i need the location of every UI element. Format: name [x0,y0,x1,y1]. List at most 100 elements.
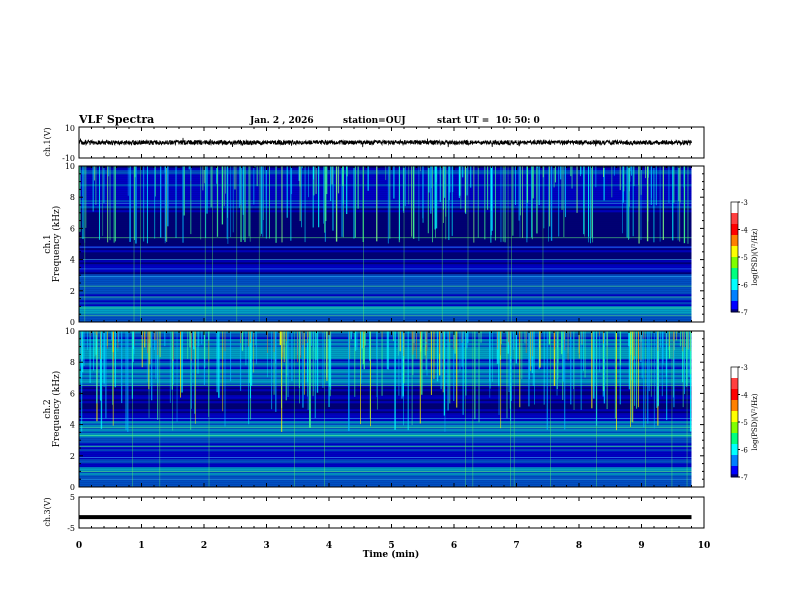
spectrogram-row [79,365,692,368]
spectrogram-row [79,449,692,452]
spectrogram-row [79,170,692,173]
spectrogram-row [79,314,692,317]
colorbar-segment [731,213,738,217]
colorbar-segment [731,430,738,434]
spectrogram-row [79,204,692,207]
spectrogram-row [79,349,692,352]
x-tick-label: 7 [513,541,519,551]
spectrogram-row [79,409,692,412]
spectrogram-row [79,461,692,464]
spectrogram-row [79,300,692,303]
colorbar-segment [731,441,738,445]
spectrogram-row [79,206,692,209]
ch2-colorbar: -3 -4 -5 -6 -7 log(PSD)(V²/Hz) [730,364,759,482]
spectrogram-row [79,335,692,338]
spectrogram-row [79,304,692,307]
spectrogram-row [79,174,692,177]
y-tick-label: 10 [65,327,75,336]
colorbar-tick-label: -6 [741,282,748,290]
spectrogram-row [79,194,692,197]
spectrogram-row [79,310,692,313]
spectrogram-row [79,395,692,398]
colorbar-segment [731,386,738,390]
x-tick-label: 0 [76,541,82,551]
x-tick-label: 1 [138,541,144,551]
colorbar-segment [731,449,738,453]
spectrogram-row [79,186,692,189]
colorbar-segment [731,424,738,428]
colorbar-segment [731,237,738,241]
spectrogram-row [79,355,692,358]
spectrogram-row [79,294,692,297]
spectrogram-row [79,232,692,235]
spectrogram-row [79,443,692,446]
spectrogram-row [79,473,692,476]
y-tick-label: 6 [70,224,75,233]
spectrogram-row [79,477,692,480]
spectrogram-row [79,455,692,458]
spectrogram-row [79,341,692,344]
ch2-spec-ylabel-channel: ch.2 [43,399,53,418]
spectrogram-row [79,254,692,257]
y-tick-label: 4 [70,256,75,265]
header-station: station=OUJ [343,116,406,126]
spectrogram-row [79,250,692,253]
spectrogram-row [79,423,692,426]
colorbar-tick-label: -3 [741,199,748,207]
spectrogram-row [79,244,692,247]
colorbar-segment [731,303,738,307]
colorbar-segment [731,438,738,442]
spectrogram-row [79,312,692,315]
spectrogram-row [79,282,692,285]
spectrogram-row [79,168,692,171]
colorbar-segment [731,224,738,228]
spectrogram-row [79,210,692,213]
spectrogram-row [79,236,692,239]
spectrogram-row [79,425,692,428]
colorbar-segment [731,202,738,206]
header-start-ut: start UT = 10: 50: 0 [437,116,540,126]
spectrogram-row [79,337,692,340]
spectrogram-row [79,433,692,436]
ch1-spec-ylabel-freq: Frequency (kHz) [51,206,62,283]
spectrogram-row [79,441,692,444]
ch2-spectrogram-panel: 0 2 4 6 8 10 ch.2 Frequency (kHz) -3 -4 -5 -6 -7 l… [43,327,759,492]
spectrogram-row [79,182,692,185]
spectrogram-row [79,278,692,281]
spectrogram-row [79,234,692,237]
spectrogram-row [79,481,692,484]
spectrogram-row [79,272,692,275]
x-tick-label: 4 [326,541,332,551]
colorbar-segment [731,229,738,233]
spectrogram-row [79,264,692,267]
colorbar-segment [731,378,738,382]
colorbar-segment [731,226,738,230]
spectrogram-row [79,262,692,265]
spectrogram-row [79,176,692,179]
spectrogram-row [79,258,692,261]
y-tick-label: 0 [70,483,75,492]
spectrogram-row [79,371,692,374]
spectrogram-row [79,318,692,321]
spectrogram-row [79,435,692,438]
spectrogram-row [79,226,692,229]
y-tick-label: 6 [70,389,75,398]
spectrogram-row [79,415,692,418]
colorbar-segment [731,268,738,272]
spectrogram-row [79,302,692,305]
colorbar-segment [731,411,738,415]
spectrogram-row [79,377,692,380]
colorbar-segment [731,232,738,236]
colorbar-segment [731,248,738,252]
spectrogram-row [79,407,692,410]
spectrogram-row [79,347,692,350]
ch3-ytick-top: 5 [70,493,75,502]
spectrogram-row [79,316,692,319]
spectrogram-row [79,242,692,245]
colorbar-segment [731,235,738,239]
colorbar-segment [731,389,738,393]
ch2-spec-ylabel-freq: Frequency (kHz) [51,371,62,448]
spectrogram-row [79,222,692,225]
colorbar-segment [731,391,738,395]
colorbar-segment [731,455,738,459]
